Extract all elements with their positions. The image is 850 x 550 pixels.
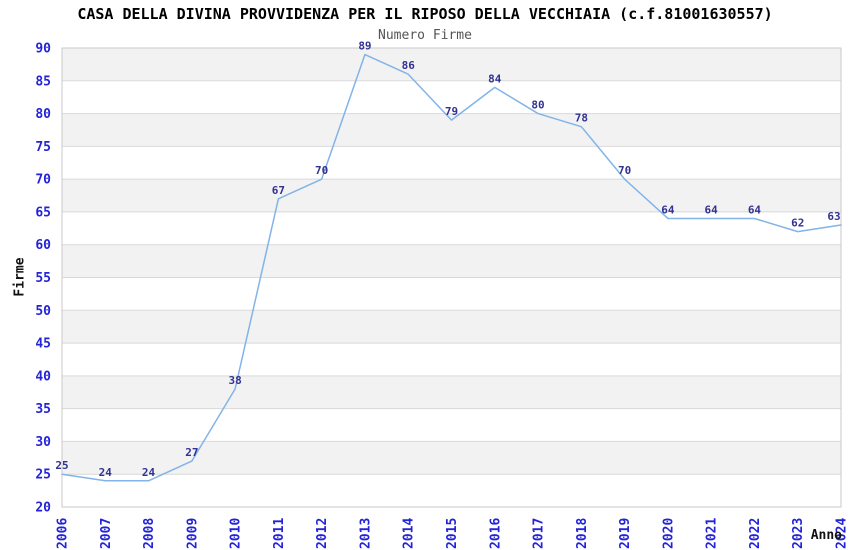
- x-tick-label: 2019: [618, 518, 633, 549]
- data-label: 78: [575, 112, 588, 125]
- y-tick-label: 20: [35, 501, 51, 516]
- data-label: 64: [661, 203, 675, 216]
- y-tick-label: 30: [35, 435, 51, 450]
- y-tick-label: 80: [35, 107, 51, 122]
- y-tick-label: 55: [35, 271, 51, 286]
- x-tick-label: 2012: [315, 518, 330, 549]
- y-tick-label: 85: [35, 74, 51, 89]
- x-tick-label: 2018: [575, 518, 590, 549]
- data-label: 67: [272, 184, 285, 197]
- x-tick-label: 2006: [56, 518, 71, 549]
- plot-border: [61, 47, 842, 508]
- x-tick-label: 2021: [705, 518, 720, 549]
- data-label: 64: [748, 203, 762, 216]
- x-tick-label: 2022: [748, 518, 763, 549]
- data-label: 24: [142, 466, 156, 479]
- plot-band: [62, 48, 841, 81]
- x-tick-label: 2023: [791, 518, 806, 549]
- y-tick-label: 35: [35, 402, 51, 417]
- y-tick-label: 60: [35, 238, 51, 253]
- y-tick-label: 70: [35, 173, 51, 188]
- plot-band: [62, 310, 841, 344]
- x-tick-label: 2024: [835, 518, 850, 549]
- y-tick-label: 65: [35, 205, 51, 220]
- data-label: 64: [705, 203, 719, 216]
- data-label: 79: [445, 105, 458, 118]
- x-axis-title: Anno: [810, 528, 842, 543]
- data-label: 84: [488, 72, 502, 85]
- x-tick-label: 2013: [358, 518, 373, 549]
- x-tick-label: 2020: [661, 518, 676, 549]
- x-tick-label: 2008: [142, 518, 157, 549]
- x-tick-label: 2016: [488, 518, 503, 549]
- plot-band: [62, 179, 841, 212]
- x-tick-label: 2014: [402, 518, 417, 549]
- data-label: 24: [99, 466, 113, 479]
- data-label: 80: [531, 99, 544, 112]
- data-label: 38: [228, 374, 241, 387]
- plot-band: [62, 113, 841, 147]
- data-label: 62: [791, 217, 804, 230]
- y-tick-label: 50: [35, 304, 51, 319]
- data-label: 25: [55, 459, 68, 472]
- series-line: [61, 53, 842, 482]
- data-label: 86: [402, 59, 416, 72]
- y-tick-label: 45: [35, 337, 51, 352]
- plot-band: [62, 375, 841, 409]
- data-label: 63: [827, 210, 840, 223]
- data-label: 27: [185, 446, 198, 459]
- plot-band: [62, 441, 841, 475]
- chart-subtitle: Numero Firme: [378, 28, 472, 43]
- y-tick-label: 75: [35, 140, 51, 155]
- y-tick-label: 25: [35, 468, 51, 483]
- x-tick-label: 2007: [99, 518, 114, 549]
- chart-title: CASA DELLA DIVINA PROVVIDENZA PER IL RIP…: [77, 5, 773, 23]
- plot-band: [62, 244, 841, 278]
- x-tick-label: 2015: [445, 518, 460, 549]
- y-tick-label: 90: [35, 42, 51, 57]
- y-tick-label: 40: [35, 369, 51, 384]
- x-tick-label: 2010: [229, 518, 244, 549]
- data-label: 70: [618, 164, 631, 177]
- x-tick-label: 2017: [532, 518, 547, 549]
- x-tick-label: 2009: [185, 518, 200, 549]
- data-label: 89: [358, 40, 371, 53]
- x-tick-label: 2011: [272, 518, 287, 549]
- data-label: 70: [315, 164, 328, 177]
